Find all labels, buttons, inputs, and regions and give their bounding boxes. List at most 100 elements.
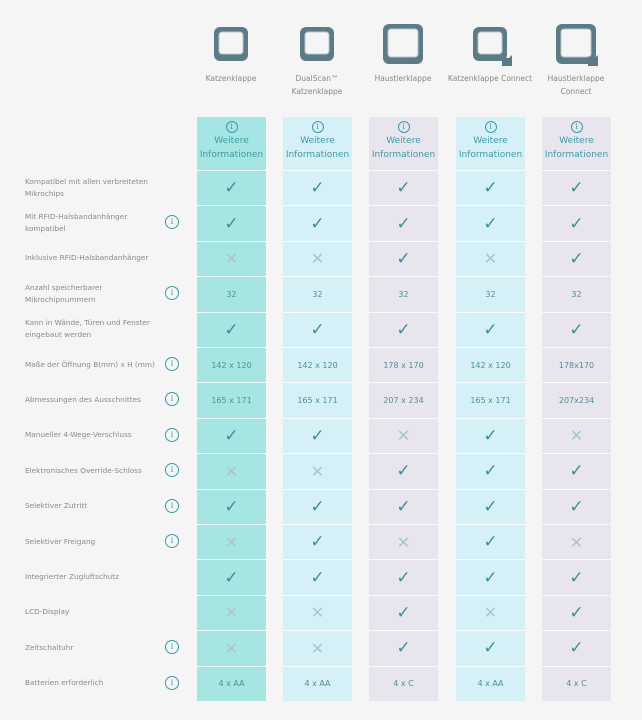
table-cell: 207 x 234 (369, 382, 438, 417)
more-info-button[interactable]: i Weitere Informationen (197, 117, 266, 170)
product-header: Katzenklappe (188, 22, 274, 85)
table-cell: 32 (542, 276, 611, 311)
cross-icon: ✕ (483, 249, 498, 269)
check-icon: ✓ (483, 567, 498, 588)
more-info-button[interactable]: i Weitere Informationen (456, 117, 525, 170)
cross-icon: ✕ (310, 249, 325, 269)
table-cell: ✓ (542, 453, 611, 488)
info-icon[interactable]: i (165, 392, 179, 407)
check-icon: ✓ (396, 213, 411, 234)
table-cell: ✓ (542, 240, 611, 276)
check-icon: ✓ (396, 496, 411, 517)
info-icon[interactable]: i (165, 286, 179, 301)
table-cell: 178 x 170 (369, 347, 438, 382)
info-icon[interactable]: i (165, 675, 179, 690)
table-cell: 32 (369, 276, 438, 311)
info-icon: i (311, 121, 324, 133)
table-cell: ✓ (369, 488, 438, 524)
more-info-button[interactable]: i Weitere Informationen (369, 117, 438, 170)
check-icon: ✓ (310, 425, 325, 446)
table-cell: ✓ (283, 488, 352, 524)
info-icon[interactable]: i (165, 427, 179, 442)
cell-value: 32 (571, 289, 582, 299)
row-label: Manueller 4-Wege-Verschluss (25, 418, 155, 453)
table-cell: ✓ (456, 311, 525, 347)
table-cell: ✕ (197, 524, 266, 559)
cell-value: 165 x 171 (211, 396, 252, 406)
table-cell: ✕ (283, 453, 352, 488)
more-info-label: Weitere Informationen (544, 136, 609, 160)
cell-value: 142 x 120 (211, 360, 252, 370)
row-label: Selektiver Freigang (25, 524, 155, 559)
cross-icon: ✕ (310, 638, 325, 658)
cross-icon: ✕ (224, 461, 239, 481)
info-icon[interactable]: i (165, 463, 179, 478)
check-icon: ✓ (569, 638, 584, 659)
table-cell: 178x170 (542, 347, 611, 382)
table-cell: ✕ (283, 240, 352, 276)
more-info-button[interactable]: i Weitere Informationen (283, 117, 352, 170)
table-cell: ✓ (456, 488, 525, 524)
check-icon: ✓ (224, 178, 239, 199)
table-cell: ✓ (456, 417, 525, 453)
check-icon: ✓ (396, 178, 411, 199)
check-icon: ✓ (569, 461, 584, 482)
pet-door-connect-icon (556, 24, 598, 66)
info-icon[interactable]: i (165, 357, 179, 371)
row-label-text: Abmessungen des Ausschnittes (25, 394, 141, 404)
check-icon: ✓ (310, 319, 325, 340)
table-cell: ✕ (456, 240, 525, 276)
info-icon: i (570, 121, 583, 133)
table-cell: ✓ (197, 488, 266, 524)
table-cell: 142 x 120 (283, 347, 352, 382)
cross-icon: ✕ (310, 603, 325, 623)
table-cell: ✕ (283, 630, 352, 665)
check-icon: ✓ (310, 178, 325, 199)
table-cell: 32 (456, 276, 525, 311)
info-icon[interactable]: i (165, 498, 179, 513)
row-label: Selektiver Zutritt (25, 489, 155, 524)
info-icon[interactable]: i (165, 640, 179, 655)
table-cell: ✓ (283, 205, 352, 240)
table-cell: 4 x AA (456, 665, 525, 701)
table-cell: ✓ (369, 453, 438, 488)
more-info-button[interactable]: i Weitere Informationen (542, 117, 611, 170)
check-icon: ✓ (310, 213, 325, 234)
info-icon[interactable]: i (165, 534, 179, 548)
pet-door-icon (383, 24, 423, 64)
product-name: Katzenklappe (205, 74, 257, 83)
table-cell: 165 x 171 (197, 382, 266, 417)
check-icon: ✓ (569, 319, 584, 340)
check-icon: ✓ (310, 567, 325, 588)
table-cell: ✕ (197, 453, 266, 488)
row-label-text: Maße der Öffnung B(mm) x H (mm) (25, 359, 155, 369)
check-icon: ✓ (569, 567, 584, 588)
table-cell: ✓ (456, 205, 525, 240)
table-cell: ✓ (369, 170, 438, 205)
cell-value: 32 (226, 289, 237, 299)
check-icon: ✓ (483, 213, 498, 234)
table-cell: ✓ (369, 205, 438, 240)
row-label-text: Selektiver Zutritt (25, 501, 88, 511)
table-cell: ✕ (369, 524, 438, 559)
table-cell: ✕ (542, 524, 611, 559)
product-column: i Weitere Informationen ✓ ✓ ✓ 32 ✓ 178 x 170 207… (369, 117, 438, 701)
row-label: Maße der Öffnung B(mm) x H (mm) (25, 347, 155, 382)
cell-value: 4 x AA (218, 679, 245, 689)
table-cell: 4 x AA (283, 665, 352, 701)
row-label-text: Elektronisches Override-Schloss (25, 465, 142, 475)
row-label-text: Selektiver Freigang (25, 536, 96, 546)
info-icon[interactable]: i (165, 215, 179, 230)
product-name: Haustierklappe Connect (547, 74, 605, 96)
table-cell: ✓ (369, 594, 438, 630)
row-label-text: Batterien erforderlich (25, 678, 104, 688)
check-icon: ✓ (224, 213, 239, 234)
table-cell: ✓ (283, 524, 352, 559)
row-label-text: Inklusive RFID-Halsbandanhänger (25, 253, 149, 263)
cross-icon: ✕ (310, 461, 325, 481)
check-icon: ✓ (224, 567, 239, 588)
cross-icon: ✕ (224, 638, 239, 658)
cell-value: 142 x 120 (297, 360, 338, 370)
check-icon: ✓ (483, 178, 498, 199)
table-cell: ✓ (456, 453, 525, 488)
